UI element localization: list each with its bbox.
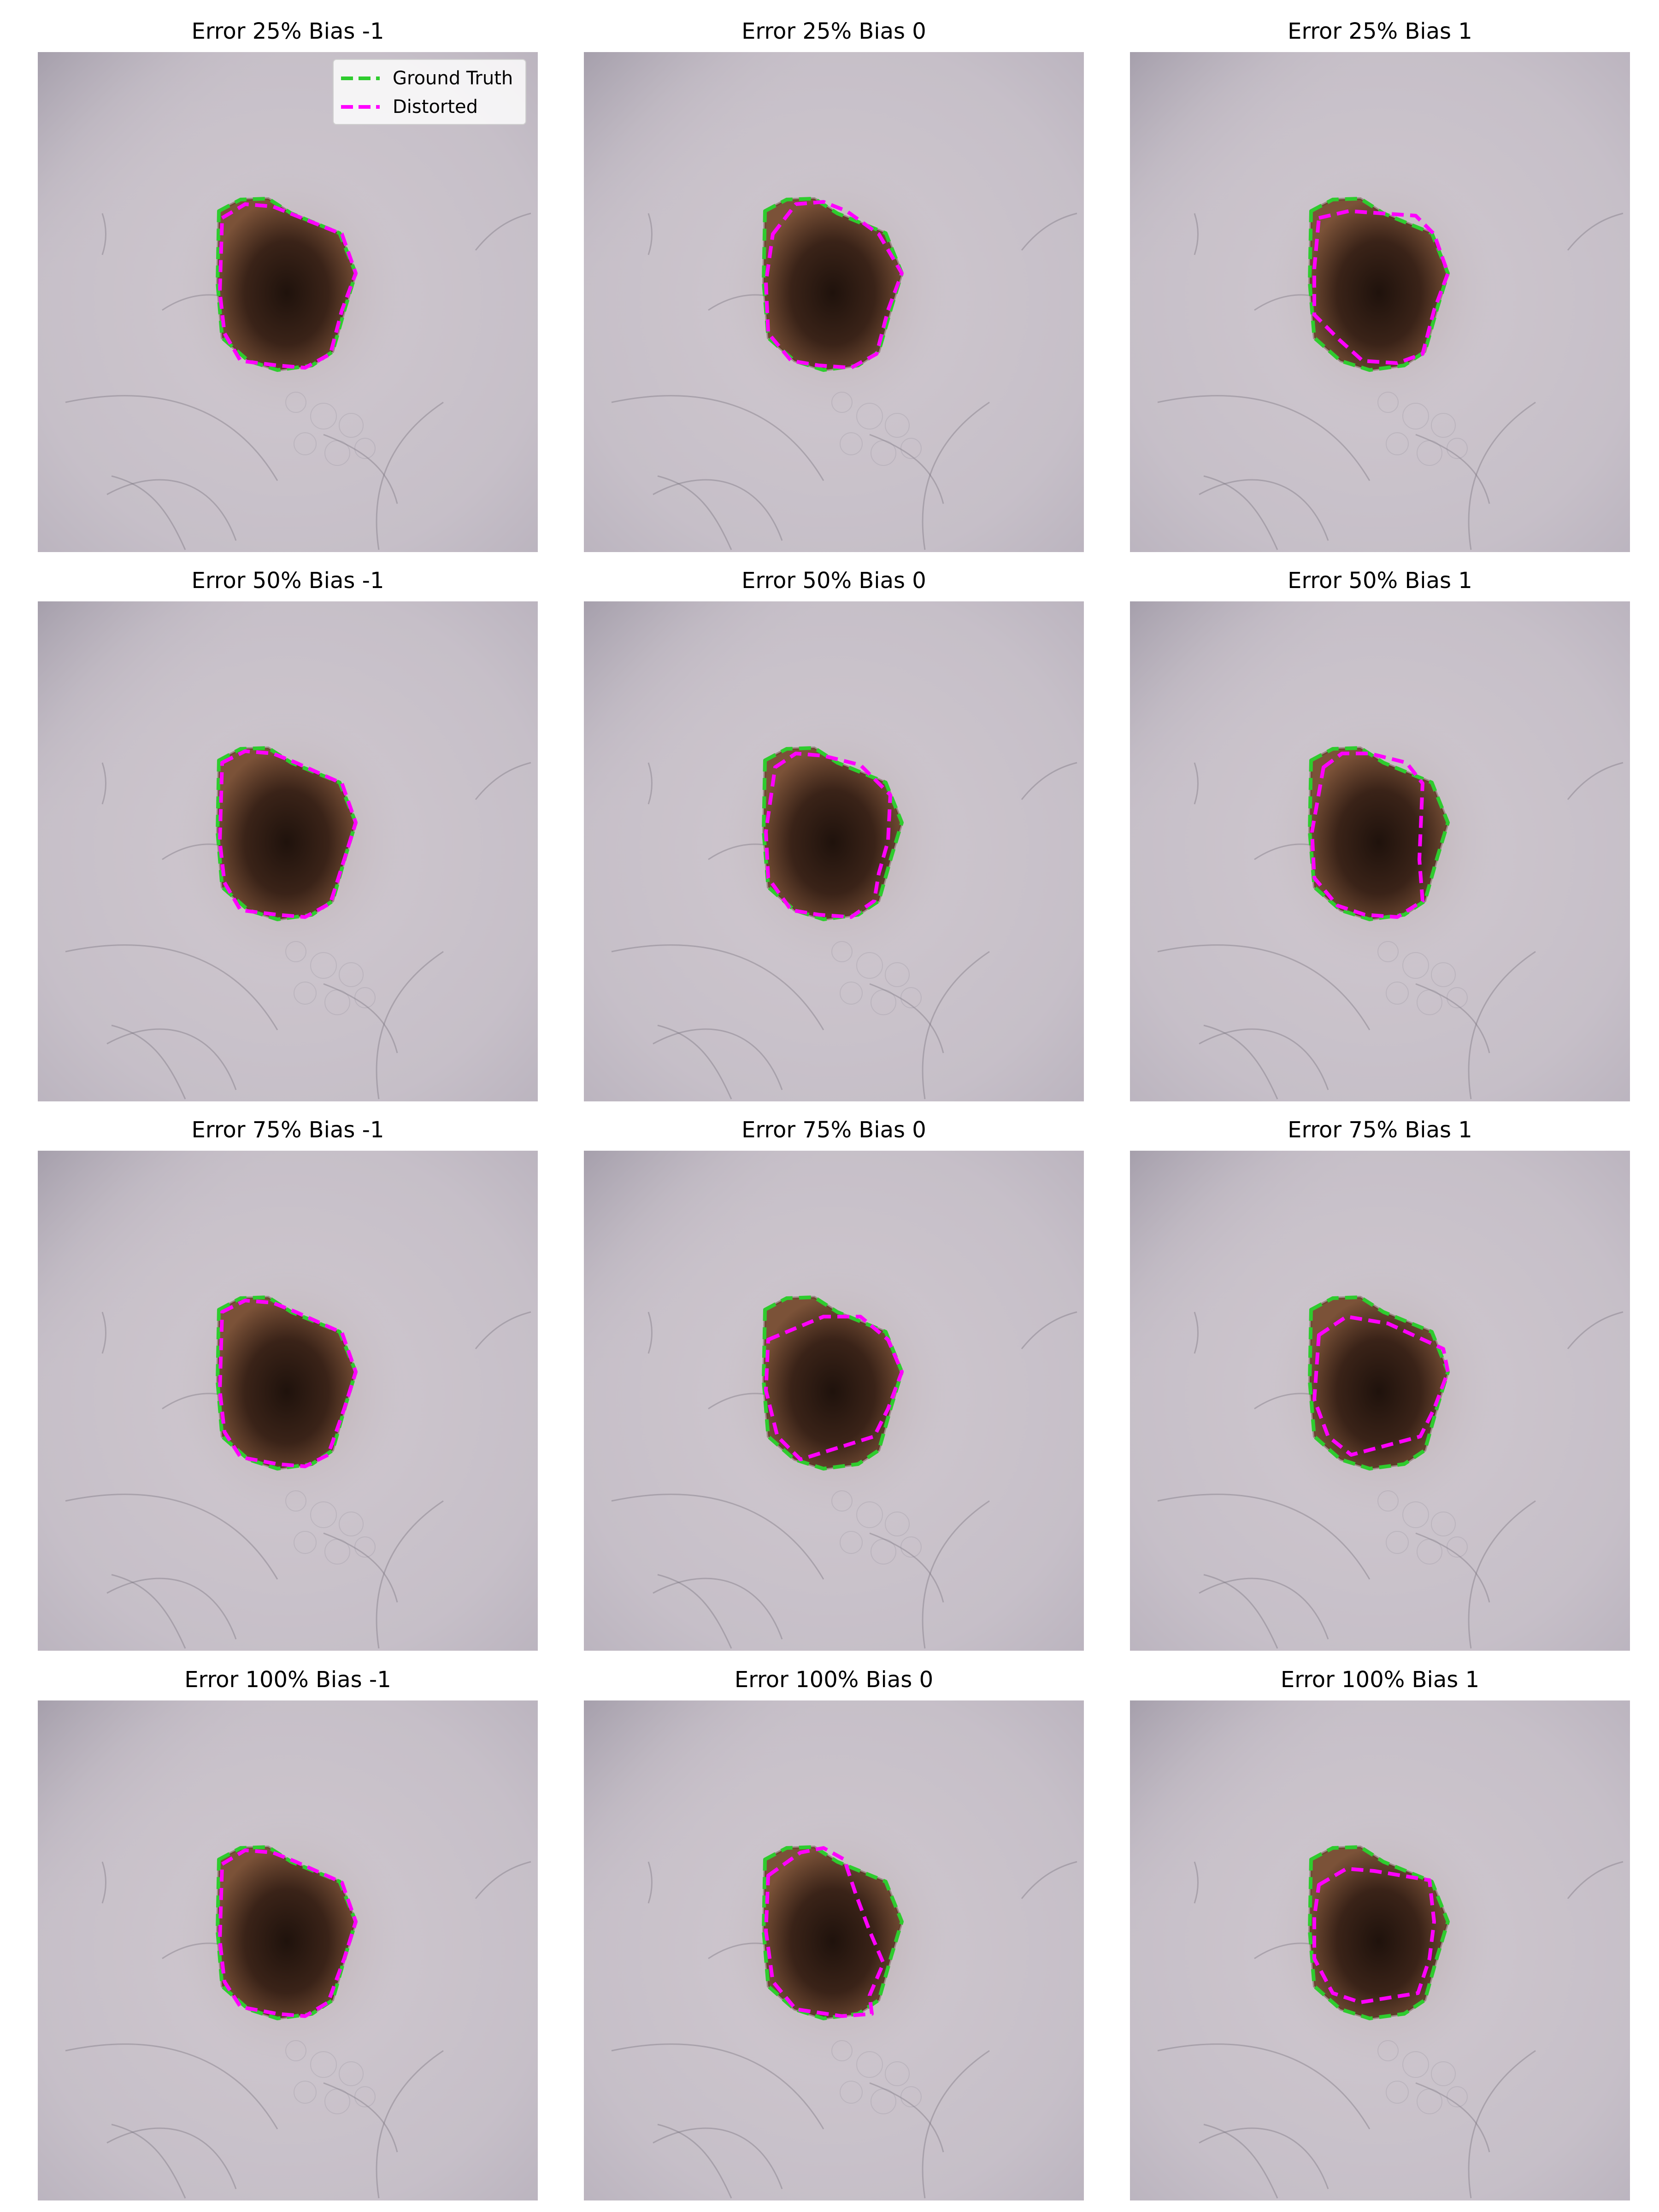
panel-title: Error 50% Bias 1 — [1288, 568, 1472, 594]
legend-item-ground-truth: Ground Truth — [341, 65, 513, 91]
legend-label-ground-truth: Ground Truth — [393, 68, 513, 89]
panel-title: Error 50% Bias 0 — [741, 568, 926, 594]
panel-title: Error 25% Bias 1 — [1288, 18, 1472, 44]
dermoscopy-panel — [584, 52, 1084, 552]
legend-swatch-distorted — [341, 105, 380, 109]
dermoscopy-panel — [38, 601, 538, 1101]
dermoscopy-panel — [38, 52, 538, 552]
legend-item-distorted: Distorted — [341, 94, 478, 120]
dermoscopy-panel — [1130, 52, 1630, 552]
panel-title: Error 100% Bias -1 — [184, 1667, 391, 1693]
panel-title: Error 25% Bias 0 — [741, 18, 926, 44]
dermoscopy-panel — [584, 1151, 1084, 1651]
legend-swatch-ground-truth — [341, 76, 380, 80]
dermoscopy-panel — [38, 1151, 538, 1651]
dermoscopy-panel — [584, 601, 1084, 1101]
panel-title: Error 75% Bias 1 — [1288, 1117, 1472, 1143]
panel-title: Error 25% Bias -1 — [191, 18, 384, 44]
legend-label-distorted: Distorted — [393, 96, 478, 118]
panel-title: Error 75% Bias 0 — [741, 1117, 926, 1143]
dermoscopy-panel — [1130, 1151, 1630, 1651]
dermoscopy-panel — [1130, 601, 1630, 1101]
panel-title: Error 50% Bias -1 — [191, 568, 384, 594]
dermoscopy-panel — [584, 1700, 1084, 2200]
dermoscopy-panel — [1130, 1700, 1630, 2200]
panel-title: Error 100% Bias 1 — [1280, 1667, 1480, 1693]
dermoscopy-panel — [38, 1700, 538, 2200]
panel-title: Error 100% Bias 0 — [734, 1667, 934, 1693]
legend: Ground Truth Distorted — [333, 59, 526, 125]
panel-title: Error 75% Bias -1 — [191, 1117, 384, 1143]
